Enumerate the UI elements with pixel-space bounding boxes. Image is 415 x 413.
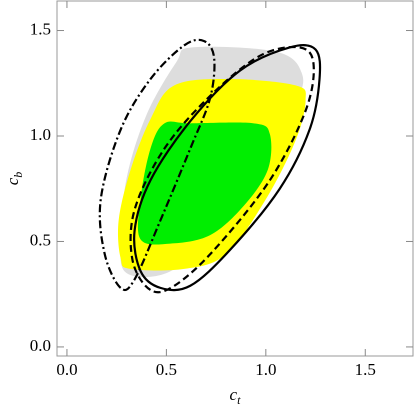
plot-area [98,38,322,294]
region [137,121,272,245]
y-axis-label: cb [3,172,25,186]
x-tick-label: 1.0 [255,360,276,379]
x-tick-label: 0.5 [156,360,177,379]
contour-line [133,44,322,292]
y-tick-label: 1.0 [30,125,51,144]
x-axis-label: ct [230,385,242,407]
y-tick-label: 0.0 [30,336,51,355]
y-tick-label: 1.5 [30,19,51,38]
y-tick-label: 0.5 [30,230,51,249]
x-tick-label: 0.0 [56,360,77,379]
plot-frame [56,0,414,357]
x-tick-label: 1.5 [355,360,376,379]
contour-line [98,38,216,292]
